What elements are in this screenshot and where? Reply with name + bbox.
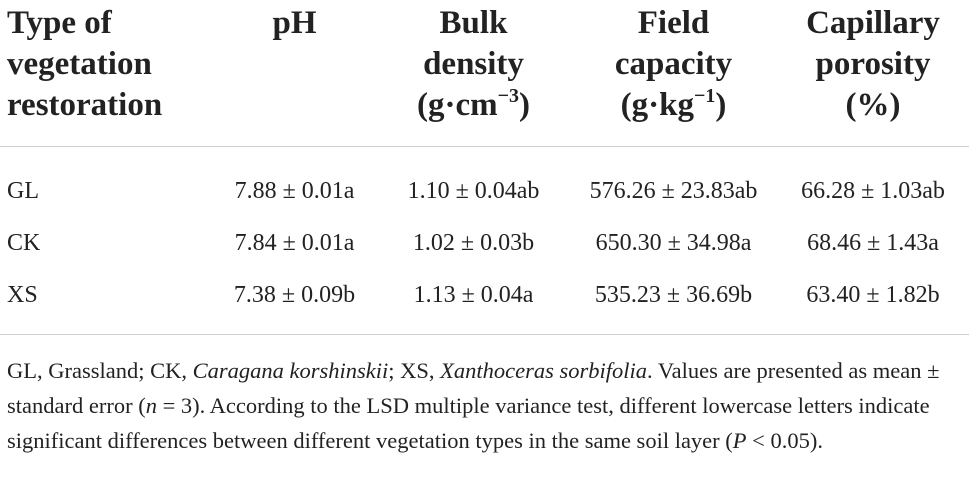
bulk-density-unit: (g·cm−3) (416, 85, 531, 123)
bulk-density-cell: 1.13 ± 0.04a (413, 282, 534, 308)
row-label: CK (7, 230, 41, 256)
table-row: XS 7.38 ± 0.09b 1.13 ± 0.04a 535.23 ± 36… (0, 275, 969, 315)
field-capacity-cell: 650.30 ± 34.98a (595, 230, 752, 256)
ph-cell: 7.84 ± 0.01a (234, 230, 355, 256)
field-capacity-unit: (g·kg−1) (620, 85, 727, 123)
ph-cell: 7.88 ± 0.01a (234, 178, 355, 204)
header-bulk-density: Bulk density (g·cm−3) (377, 3, 570, 126)
table-bottom-rule (0, 334, 969, 335)
ph-cell: 7.38 ± 0.09b (233, 282, 356, 308)
capillary-porosity-cell: 68.46 ± 1.43a (807, 230, 939, 256)
header-field-capacity: Field capacity (g·kg−1) (570, 3, 777, 126)
bulk-density-cell: 1.02 ± 0.03b (412, 230, 535, 256)
table-row: CK 7.84 ± 0.01a 1.02 ± 0.03b 650.30 ± 34… (0, 223, 969, 263)
row-label: GL (7, 178, 39, 204)
field-capacity-cell: 576.26 ± 23.83ab (589, 178, 758, 204)
table-header: Type of vegetation restoration pH Bulk d… (0, 0, 969, 140)
bulk-density-cell: 1.10 ± 0.04ab (407, 178, 540, 204)
header-ph: pH (272, 5, 317, 41)
row-label: XS (7, 282, 38, 308)
field-capacity-cell: 535.23 ± 36.69b (594, 282, 753, 308)
header-vegetation-type: Type of vegetation restoration (7, 5, 163, 123)
table-row: GL 7.88 ± 0.01a 1.10 ± 0.04ab 576.26 ± 2… (0, 171, 969, 211)
capillary-porosity-cell: 66.28 ± 1.03ab (801, 178, 945, 204)
capillary-porosity-cell: 63.40 ± 1.82b (806, 282, 940, 308)
table-footnote: GL, Grassland; CK, Caragana korshinskii;… (7, 358, 940, 453)
header-divider (0, 146, 969, 147)
header-capillary-porosity: Capillary porosity (%) (806, 5, 940, 123)
